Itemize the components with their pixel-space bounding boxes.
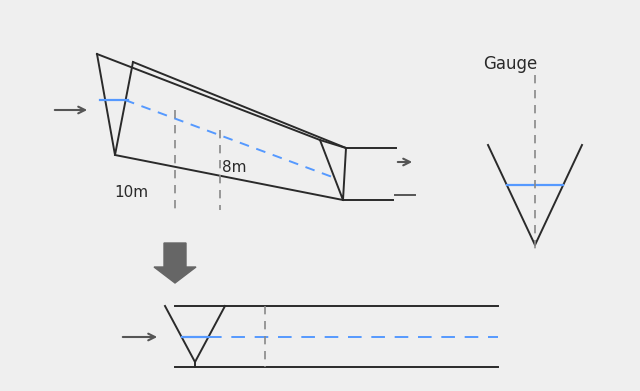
Text: Gauge: Gauge xyxy=(483,55,537,73)
Text: 10m: 10m xyxy=(114,185,148,200)
Text: 8m: 8m xyxy=(222,160,246,175)
FancyArrow shape xyxy=(154,243,196,283)
